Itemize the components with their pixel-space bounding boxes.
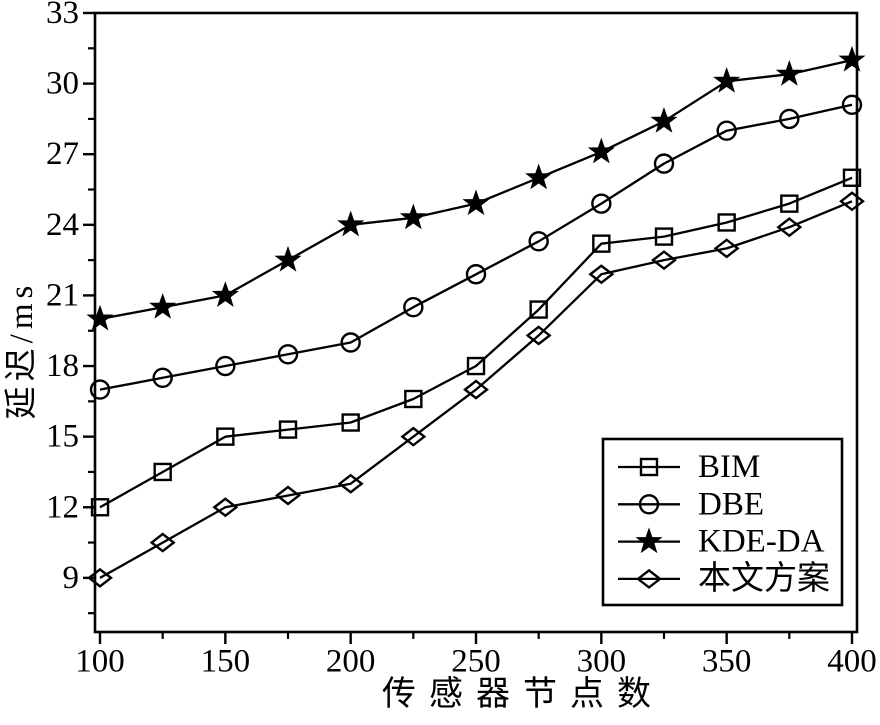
legend-proposed-marker-diamond [636, 568, 662, 589]
bim-marker-square [780, 194, 799, 213]
dbe-marker-circle [528, 231, 549, 252]
bim-marker-square [466, 356, 486, 376]
proposed-marker-diamond [588, 264, 615, 285]
kde-da-marker-star [838, 45, 866, 72]
bim-marker-square [90, 498, 110, 517]
legend-item-dbe: DBE [618, 486, 764, 522]
proposed-marker-diamond [713, 238, 740, 259]
x-axis-tick-label: 400 [827, 643, 877, 679]
kde-da-marker-star [713, 67, 741, 93]
proposed-marker-diamond [400, 426, 427, 447]
y-axis-label: 延迟/ms [4, 281, 40, 420]
dbe-marker-circle [779, 108, 800, 130]
bim-marker-square [153, 462, 172, 482]
y-axis-tick-label: 27 [46, 136, 79, 172]
kde-da-marker-star [462, 189, 490, 216]
y-axis-tick-label: 24 [46, 207, 79, 243]
dbe-marker-circle [340, 332, 361, 353]
series-proposed [87, 191, 865, 588]
kde-da-marker-star [650, 107, 678, 133]
proposed-marker-diamond [839, 191, 865, 212]
y-axis-tick-label: 9 [63, 560, 80, 596]
bim-marker-square [404, 389, 423, 409]
kde-da-marker-star [149, 292, 177, 319]
bim-marker-square [341, 413, 360, 432]
proposed-marker-diamond [776, 217, 803, 238]
legend-dbe-marker-circle [638, 494, 660, 515]
kde-da-marker-star [86, 304, 114, 331]
dbe-marker-circle [403, 297, 424, 318]
proposed-marker-diamond [149, 532, 176, 553]
y-axis-tick-label: 12 [46, 489, 79, 525]
bim-marker-square [654, 227, 674, 246]
series-kde-da [86, 45, 866, 331]
bim-marker-square [717, 213, 736, 232]
proposed-marker-diamond [212, 497, 239, 518]
series-dbe [89, 94, 863, 400]
legend-label-bim: BIM [698, 449, 760, 485]
dbe-marker-circle [277, 344, 299, 365]
legend-label-kde-da: KDE-DA [698, 524, 825, 560]
y-axis-tick-label: 21 [46, 277, 79, 313]
bim-marker-square [278, 420, 298, 439]
y-axis-tick-label: 33 [46, 0, 79, 31]
bim-marker-square [592, 234, 611, 253]
bim-marker-square [842, 168, 862, 187]
x-axis-tick-label: 350 [702, 643, 752, 679]
kde-da-marker-star [337, 210, 365, 237]
legend-label-dbe: DBE [698, 486, 764, 522]
series-bim [90, 168, 862, 517]
kde-da-marker-star [525, 163, 553, 190]
x-axis-tick-label: 200 [326, 643, 376, 679]
proposed-marker-diamond [337, 473, 364, 494]
kde-da-marker-star [587, 137, 615, 164]
bim-marker-square [216, 427, 235, 446]
legend-item-bim: BIM [618, 449, 760, 485]
legend-bim-marker-square [639, 457, 659, 477]
proposed-marker-diamond [525, 325, 552, 346]
legend-label-proposed: 本文方案 [698, 560, 830, 597]
y-axis-tick-label: 18 [46, 348, 79, 384]
proposed-marker-diamond [651, 250, 677, 271]
proposed-marker-diamond [463, 379, 489, 400]
dbe-marker-circle [152, 367, 173, 389]
legend-item-proposed: 本文方案 [618, 560, 830, 597]
x-axis-tick-label: 300 [577, 643, 627, 679]
kde-da-marker-star [274, 245, 302, 272]
dbe-marker-circle [465, 264, 487, 285]
legend-item-kde-da: KDE-DA [618, 524, 825, 560]
bim-marker-square [529, 300, 548, 319]
dbe-marker-circle [841, 94, 863, 115]
proposed-marker-diamond [87, 567, 113, 588]
dbe-marker-circle [591, 193, 612, 214]
dbe-marker-circle [653, 153, 675, 174]
x-axis-tick-label: 150 [201, 643, 251, 679]
x-axis-tick-label: 100 [75, 643, 125, 679]
dbe-marker-circle [89, 379, 111, 400]
proposed-marker-diamond [275, 485, 301, 506]
kde-da-marker-star [399, 203, 427, 230]
kde-da-marker-star [775, 59, 803, 86]
y-axis-tick-label: 30 [46, 66, 79, 102]
dbe-marker-circle [716, 120, 737, 141]
kde-da-marker-star [211, 281, 239, 307]
series-line-proposed [99, 200, 853, 579]
y-axis-tick-label: 15 [46, 419, 79, 455]
dbe-marker-circle [215, 355, 236, 377]
x-axis-tick-label: 250 [451, 643, 501, 679]
series-line-bim [99, 176, 853, 509]
legend-kde-da-marker-star [635, 527, 663, 554]
x-axis-label: 传感器节点数 [382, 675, 664, 713]
series-line-dbe [99, 103, 853, 391]
